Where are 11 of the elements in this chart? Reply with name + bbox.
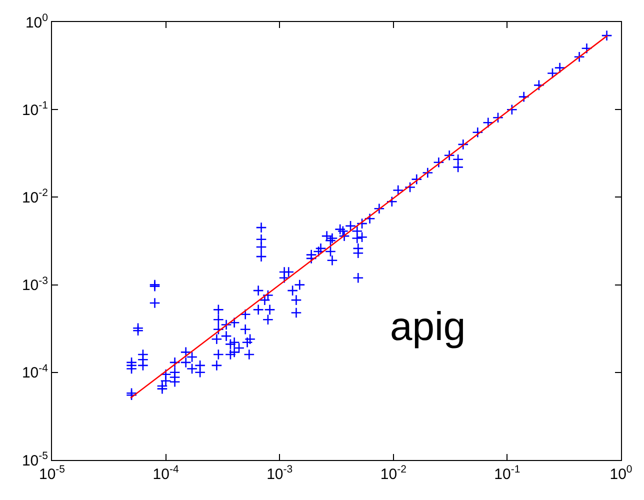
y-tick-label: 10$^{0}$	[25, 12, 48, 32]
y-tick-label: 10$^{-3}$	[22, 274, 48, 294]
x-tick-label: 10$^{-3}$	[266, 464, 293, 483]
y-tick-label: 10$^{-2}$	[22, 187, 48, 206]
annotation: apig	[390, 305, 466, 349]
y-tick-label: 10$^{-4}$	[22, 362, 48, 382]
x-tick-label: 10$^{-1}$	[494, 464, 520, 483]
y-tick-label: 10$^{-1}$	[22, 100, 48, 119]
x-tick-label: 10$^{0}$	[610, 464, 632, 483]
x-tick-label: 10$^{-2}$	[380, 464, 407, 483]
x-tick-label: 10$^{-4}$	[152, 464, 179, 483]
